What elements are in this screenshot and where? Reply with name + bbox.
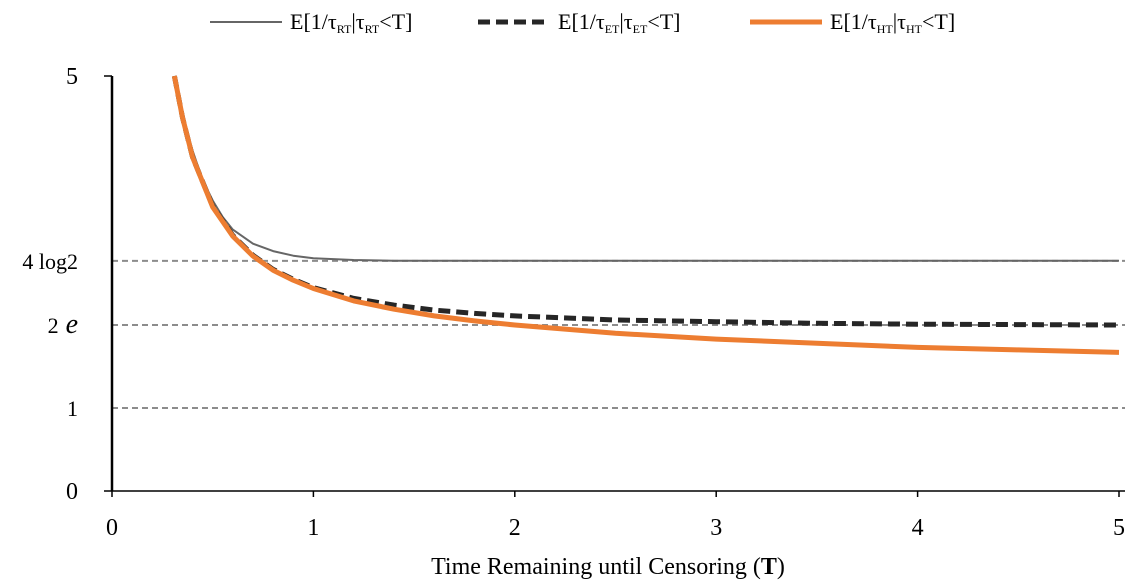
legend-text-part: <T] (379, 9, 412, 34)
legend-text-part: |τ (893, 9, 906, 34)
reference-lines: 4 log2 2 e 1 (22, 249, 1125, 421)
x-tick-label: 1 (307, 515, 319, 541)
x-tick-label: 2 (509, 515, 521, 541)
legend-text-part: E[1/τ (830, 9, 877, 34)
legend-text-part: <T] (922, 9, 955, 34)
x-tick-label: 4 (912, 515, 924, 541)
x-tick-label: 0 (106, 515, 118, 541)
legend-label: E[1/τHT|τHT<T] (830, 9, 955, 36)
legend: E[1/τRT|τRT<T] E[1/τET|τET<T] E[1/τHT|τHT<… (210, 9, 955, 36)
series-line-et (171, 75, 1120, 328)
legend-label: E[1/τET|τET<T] (558, 9, 680, 36)
reference-label-text: 1 (67, 396, 78, 421)
x-ticks: 0 1 2 3 4 5 (106, 491, 1125, 541)
y-ticks: 05 (66, 64, 112, 505)
x-axis-label-bold: T (761, 554, 777, 580)
legend-subscript: RT (365, 22, 380, 36)
x-axis-label: Time Remaining until Censoring (T) (431, 554, 785, 580)
series-group (171, 75, 1120, 355)
legend-text-part: |τ (619, 9, 632, 34)
legend-subscript: HT (906, 22, 923, 36)
y-tick-label: 5 (66, 64, 78, 90)
x-axis-label-close: ) (777, 554, 785, 580)
series-line-rt (173, 75, 1119, 262)
reference-label-text: 2 (48, 313, 59, 338)
legend-text-part: |τ (351, 9, 364, 34)
reference-line-label: 1 (67, 396, 78, 421)
y-tick-label: 0 (66, 479, 78, 505)
legend-subscript: RT (337, 22, 352, 36)
legend-text-part: E[1/τ (290, 9, 337, 34)
legend-text-part: <T] (647, 9, 680, 34)
x-tick-label: 3 (710, 515, 722, 541)
x-axis-label-main: Time Remaining until Censoring ( (431, 554, 761, 580)
x-tick-label: 5 (1113, 515, 1125, 541)
legend-text-part: E[1/τ (558, 9, 605, 34)
legend-subscript: ET (605, 22, 620, 36)
legend-label: E[1/τRT|τRT<T] (290, 9, 412, 36)
reference-label-symbol: e (59, 309, 78, 340)
legend-subscript: ET (633, 22, 648, 36)
reference-line-label: 4 log2 (22, 249, 78, 274)
axes (110, 76, 1125, 492)
reference-line-label: 2 e (48, 309, 78, 340)
series-line-ht (171, 75, 1120, 355)
reference-label-text: 4 log2 (22, 249, 78, 274)
legend-subscript: HT (877, 22, 894, 36)
